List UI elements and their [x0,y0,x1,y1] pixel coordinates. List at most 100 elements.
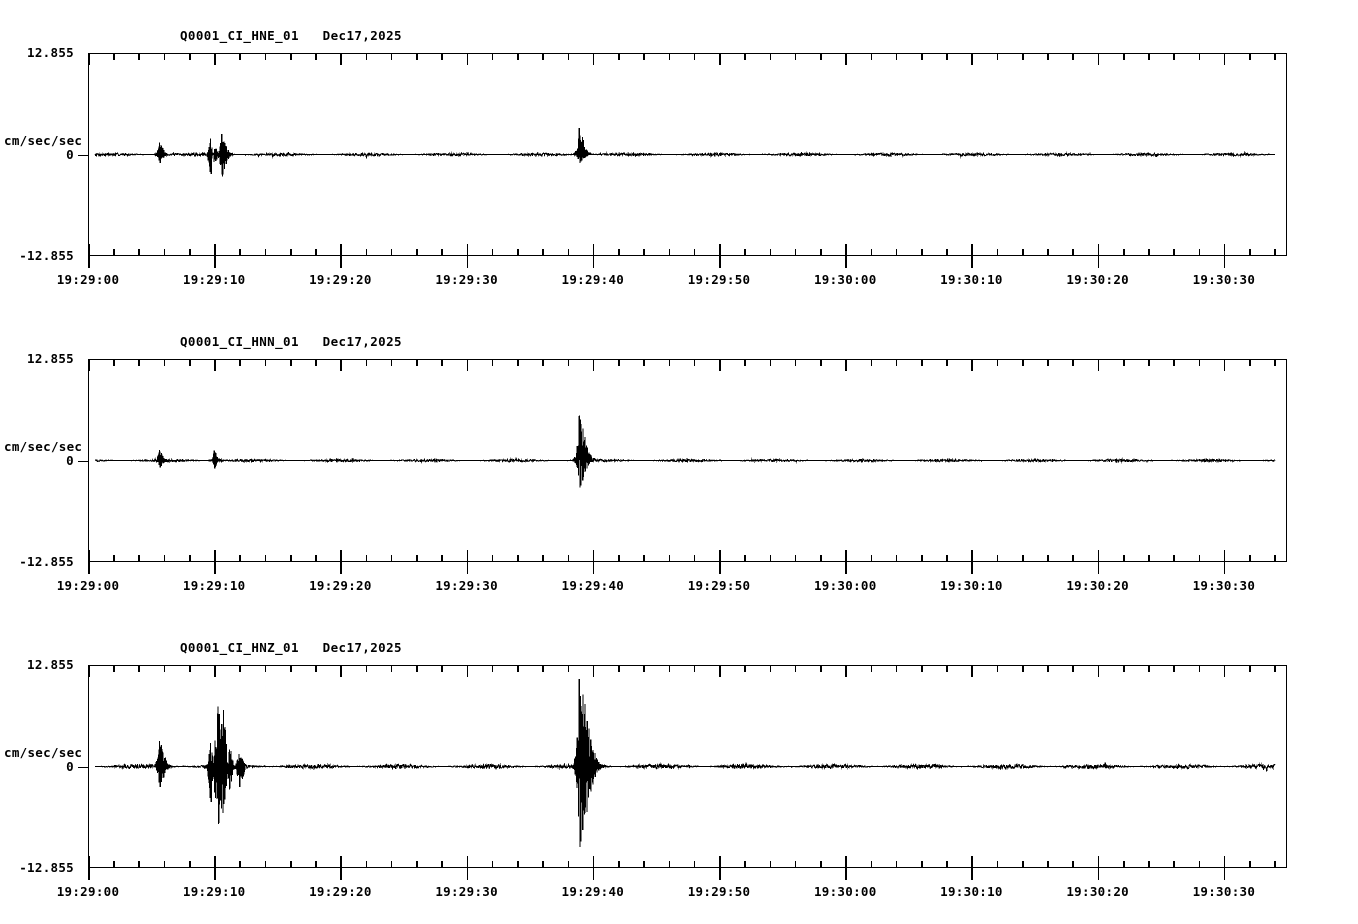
x-major-tick-top [88,359,90,371]
seismogram-panel-hnz: Q0001_CI_HNZ_01 Dec17,2025 cm/sec/sec 12.8… [0,640,1358,908]
panel-title-hne: Q0001_CI_HNE_01 Dec17,2025 [180,28,402,43]
x-minor-tick-bottom [920,555,923,562]
x-minor-tick-bottom [693,249,696,256]
x-major-tick-bottom [340,550,342,574]
x-major-tick-bottom [88,856,90,880]
x-minor-tick-bottom [668,249,671,256]
x-minor-tick-top [113,665,115,672]
x-tick-label-7: 19:30:10 [940,884,1003,899]
waveform-trace-hnz [94,679,1276,848]
x-minor-tick-bottom [1072,555,1075,562]
x-minor-tick-bottom [491,555,494,562]
y-axis-units-label: cm/sec/sec [4,132,83,148]
y-tick-label-2: -12.855 [19,248,74,263]
x-minor-tick-bottom [517,249,519,256]
x-minor-tick-top [138,665,141,672]
x-minor-tick-top [996,665,999,672]
x-minor-tick-bottom [1173,861,1175,868]
x-minor-tick-bottom [390,861,393,868]
x-minor-tick-top [1249,665,1251,672]
x-minor-tick-bottom [491,861,494,868]
x-minor-tick-top [1047,665,1049,672]
x-minor-tick-top [769,53,772,60]
x-minor-tick-top [315,53,317,60]
y-tick-mark-zero [78,766,88,769]
x-major-tick-bottom [1223,244,1226,268]
x-minor-tick-top [1198,665,1201,672]
x-major-tick-bottom [845,244,847,268]
x-minor-tick-bottom [1047,249,1049,256]
x-minor-tick-top [567,665,570,672]
x-minor-tick-top [264,359,267,366]
x-tick-label-1: 19:29:10 [182,884,246,899]
x-minor-tick-bottom [390,555,393,562]
x-minor-tick-top [441,359,443,366]
x-major-tick-top [214,665,216,677]
x-minor-tick-top [1148,53,1150,60]
x-minor-tick-top [542,665,544,672]
x-minor-tick-top [517,53,519,60]
x-major-tick-bottom [1223,856,1226,880]
x-tick-label-4: 19:29:40 [561,578,625,593]
x-minor-tick-bottom [239,861,242,868]
x-minor-tick-bottom [289,861,292,868]
x-minor-tick-top [1148,665,1150,672]
x-minor-tick-bottom [769,555,772,562]
x-minor-tick-top [996,359,999,366]
x-minor-tick-top [289,665,292,672]
x-major-tick-top [214,53,216,65]
x-major-tick-top [340,53,342,65]
x-minor-tick-top [138,53,141,60]
x-minor-tick-top [946,665,948,672]
x-tick-label-5: 19:29:50 [687,272,751,287]
x-minor-tick-top [542,359,544,366]
x-tick-label-3: 19:29:30 [435,272,498,287]
x-minor-tick-top [239,53,242,60]
x-minor-tick-bottom [113,249,115,256]
x-minor-tick-bottom [1274,249,1276,256]
x-minor-tick-bottom [315,861,317,868]
x-minor-tick-top [365,665,368,672]
x-tick-label-6: 19:30:00 [813,884,877,899]
x-minor-tick-top [365,53,368,60]
x-major-tick-top [1223,359,1226,371]
x-minor-tick-bottom [138,861,141,868]
x-minor-tick-bottom [946,249,948,256]
x-minor-tick-top [895,53,898,60]
x-major-tick-bottom [214,244,216,268]
x-tick-label-1: 19:29:10 [182,578,246,593]
x-minor-tick-top [744,359,746,366]
x-minor-tick-top [1173,53,1175,60]
x-minor-tick-bottom [794,249,797,256]
x-minor-tick-bottom [996,861,999,868]
x-minor-tick-bottom [517,555,519,562]
x-minor-tick-bottom [1122,555,1125,562]
x-minor-tick-bottom [769,249,772,256]
x-minor-tick-top [491,665,494,672]
y-tick-label-0: 12.855 [27,657,74,672]
seismogram-panel-hnn: Q0001_CI_HNN_01 Dec17,2025 cm/sec/sec 12.8… [0,334,1358,602]
x-minor-tick-top [820,53,822,60]
x-minor-tick-bottom [264,861,267,868]
x-minor-tick-bottom [820,249,822,256]
x-major-tick-top [1223,665,1226,677]
x-minor-tick-bottom [1148,555,1150,562]
plot-frame-hnz [88,665,1287,868]
y-tick-label-1: 0 [66,758,74,774]
x-minor-tick-top [315,665,317,672]
x-minor-tick-bottom [491,249,494,256]
x-tick-label-9: 19:30:30 [1192,884,1256,899]
y-tick-label-1: 0 [66,452,74,468]
x-minor-tick-top [1274,53,1276,60]
x-minor-tick-bottom [1198,249,1201,256]
x-major-tick-top [88,53,90,65]
x-tick-label-9: 19:30:30 [1192,272,1256,287]
x-tick-label-4: 19:29:40 [561,884,625,899]
y-tick-label-2: -12.855 [19,860,74,875]
x-major-tick-top [1097,665,1100,677]
x-major-tick-bottom [719,244,721,268]
x-minor-tick-bottom [567,861,570,868]
y-tick-label-0: 12.855 [27,351,74,366]
x-minor-tick-bottom [138,249,141,256]
x-minor-tick-top [693,665,696,672]
